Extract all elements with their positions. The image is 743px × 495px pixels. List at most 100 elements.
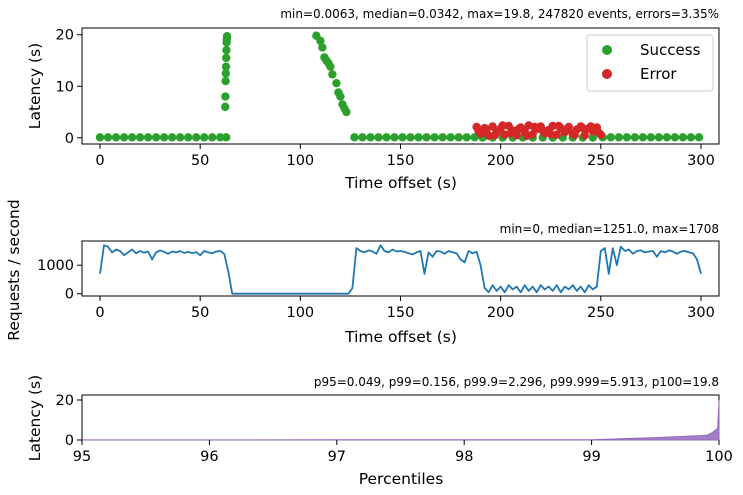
success-point <box>222 45 231 55</box>
success-point <box>438 133 447 142</box>
y-tick-label: 1000 <box>37 258 74 274</box>
success-point <box>390 133 399 142</box>
error-point <box>570 130 579 139</box>
x-tick-label: 100 <box>286 305 314 321</box>
x-tick-label: 150 <box>387 305 415 321</box>
success-point <box>454 133 463 142</box>
x-tick-label: 300 <box>687 153 715 169</box>
success-point <box>332 78 341 88</box>
success-point <box>222 32 232 41</box>
error-point <box>554 121 563 131</box>
success-point <box>406 133 415 142</box>
error-point <box>548 121 557 131</box>
success-point <box>167 133 177 142</box>
success-point <box>328 70 337 79</box>
success-point <box>222 53 231 63</box>
y-tick-label: 10 <box>56 79 74 95</box>
x-tick-label: 99 <box>582 449 600 465</box>
percentile-y-axis-label: Latency (s) <box>26 375 44 461</box>
success-point <box>342 107 351 117</box>
success-point <box>694 133 704 142</box>
percentile-x-axis-label: Percentiles <box>359 470 444 488</box>
requests-x-axis-label: Time offset (s) <box>344 328 457 346</box>
error-point <box>490 131 499 140</box>
y-tick-label: 20 <box>56 28 74 44</box>
percentile-x-ticks: 95 96 97 98 99 100 <box>73 440 733 465</box>
success-point <box>358 133 367 142</box>
success-point <box>588 133 598 142</box>
legend-error-marker <box>602 69 612 79</box>
error-point <box>546 130 555 139</box>
latency-scatter-panel: min=0.0063, median=0.0342, max=19.8, 247… <box>26 7 720 192</box>
success-point <box>143 133 153 142</box>
error-point <box>482 125 491 134</box>
success-point <box>216 133 225 142</box>
requests-series-line <box>99 244 702 295</box>
latency-x-axis-label: Time offset (s) <box>344 174 457 192</box>
success-point <box>398 133 407 142</box>
success-point <box>111 133 121 142</box>
success-point <box>430 133 439 142</box>
requests-line-panel: min=0, median=1251.0, max=1708 0 50 100 150… <box>5 199 720 346</box>
y-tick-label: 0 <box>65 433 74 449</box>
success-point <box>366 133 375 142</box>
success-point <box>221 102 230 112</box>
x-tick-label: 95 <box>73 449 91 465</box>
latency-y-ticks: 0 10 20 <box>56 28 82 147</box>
x-tick-label: 0 <box>95 153 104 169</box>
success-point <box>638 133 648 142</box>
y-tick-label: 0 <box>65 287 74 303</box>
percentile-area-panel: p95=0.049, p99=0.156, p99.9=2.296, p99.9… <box>26 375 733 488</box>
percentile-y-ticks: 0 20 <box>56 393 82 449</box>
success-point <box>606 133 616 142</box>
requests-stats-text: min=0, median=1251.0, max=1708 <box>500 222 719 236</box>
x-tick-label: 98 <box>455 449 473 465</box>
success-point <box>654 133 664 142</box>
x-tick-label: 200 <box>487 153 515 169</box>
error-point <box>552 130 561 139</box>
legend-box <box>586 34 714 92</box>
success-point <box>462 133 471 142</box>
error-point <box>506 128 515 138</box>
requests-y-axis-label: Requests / second <box>5 199 23 340</box>
success-point <box>662 133 672 142</box>
x-tick-label: 150 <box>387 153 415 169</box>
success-point <box>318 43 327 52</box>
success-point <box>316 36 325 46</box>
success-point <box>374 133 383 142</box>
success-point <box>221 92 230 101</box>
success-point <box>678 133 688 142</box>
latency-x-ticks: 0 50 100 150 200 250 300 <box>95 144 715 169</box>
x-tick-label: 250 <box>587 153 615 169</box>
x-tick-label: 96 <box>200 449 218 465</box>
x-tick-label: 200 <box>487 305 515 321</box>
success-point <box>414 133 423 142</box>
legend: Success Error <box>586 34 714 92</box>
percentile-stats-text: p95=0.049, p99=0.156, p99.9=2.296, p99.9… <box>314 375 719 389</box>
percentile-axes-frame <box>81 394 720 441</box>
success-point <box>183 133 193 142</box>
latency-points <box>95 31 704 142</box>
latency-y-axis-label: Latency (s) <box>26 43 44 129</box>
success-point <box>208 133 217 142</box>
success-point <box>221 69 231 78</box>
x-tick-label: 50 <box>191 153 209 169</box>
success-point <box>221 76 230 86</box>
x-tick-label: 50 <box>191 305 209 321</box>
error-point <box>538 126 547 135</box>
error-point <box>562 125 571 135</box>
error-point <box>498 121 507 130</box>
success-point <box>446 133 455 142</box>
error-point <box>530 122 539 132</box>
success-point <box>191 133 201 142</box>
success-point <box>646 133 656 142</box>
success-point <box>127 133 137 142</box>
x-tick-label: 100 <box>286 153 314 169</box>
error-point <box>586 122 595 131</box>
success-point <box>222 133 231 142</box>
y-tick-label: 0 <box>65 131 74 147</box>
success-point <box>622 133 632 142</box>
x-tick-label: 300 <box>687 305 715 321</box>
success-point <box>135 133 145 142</box>
